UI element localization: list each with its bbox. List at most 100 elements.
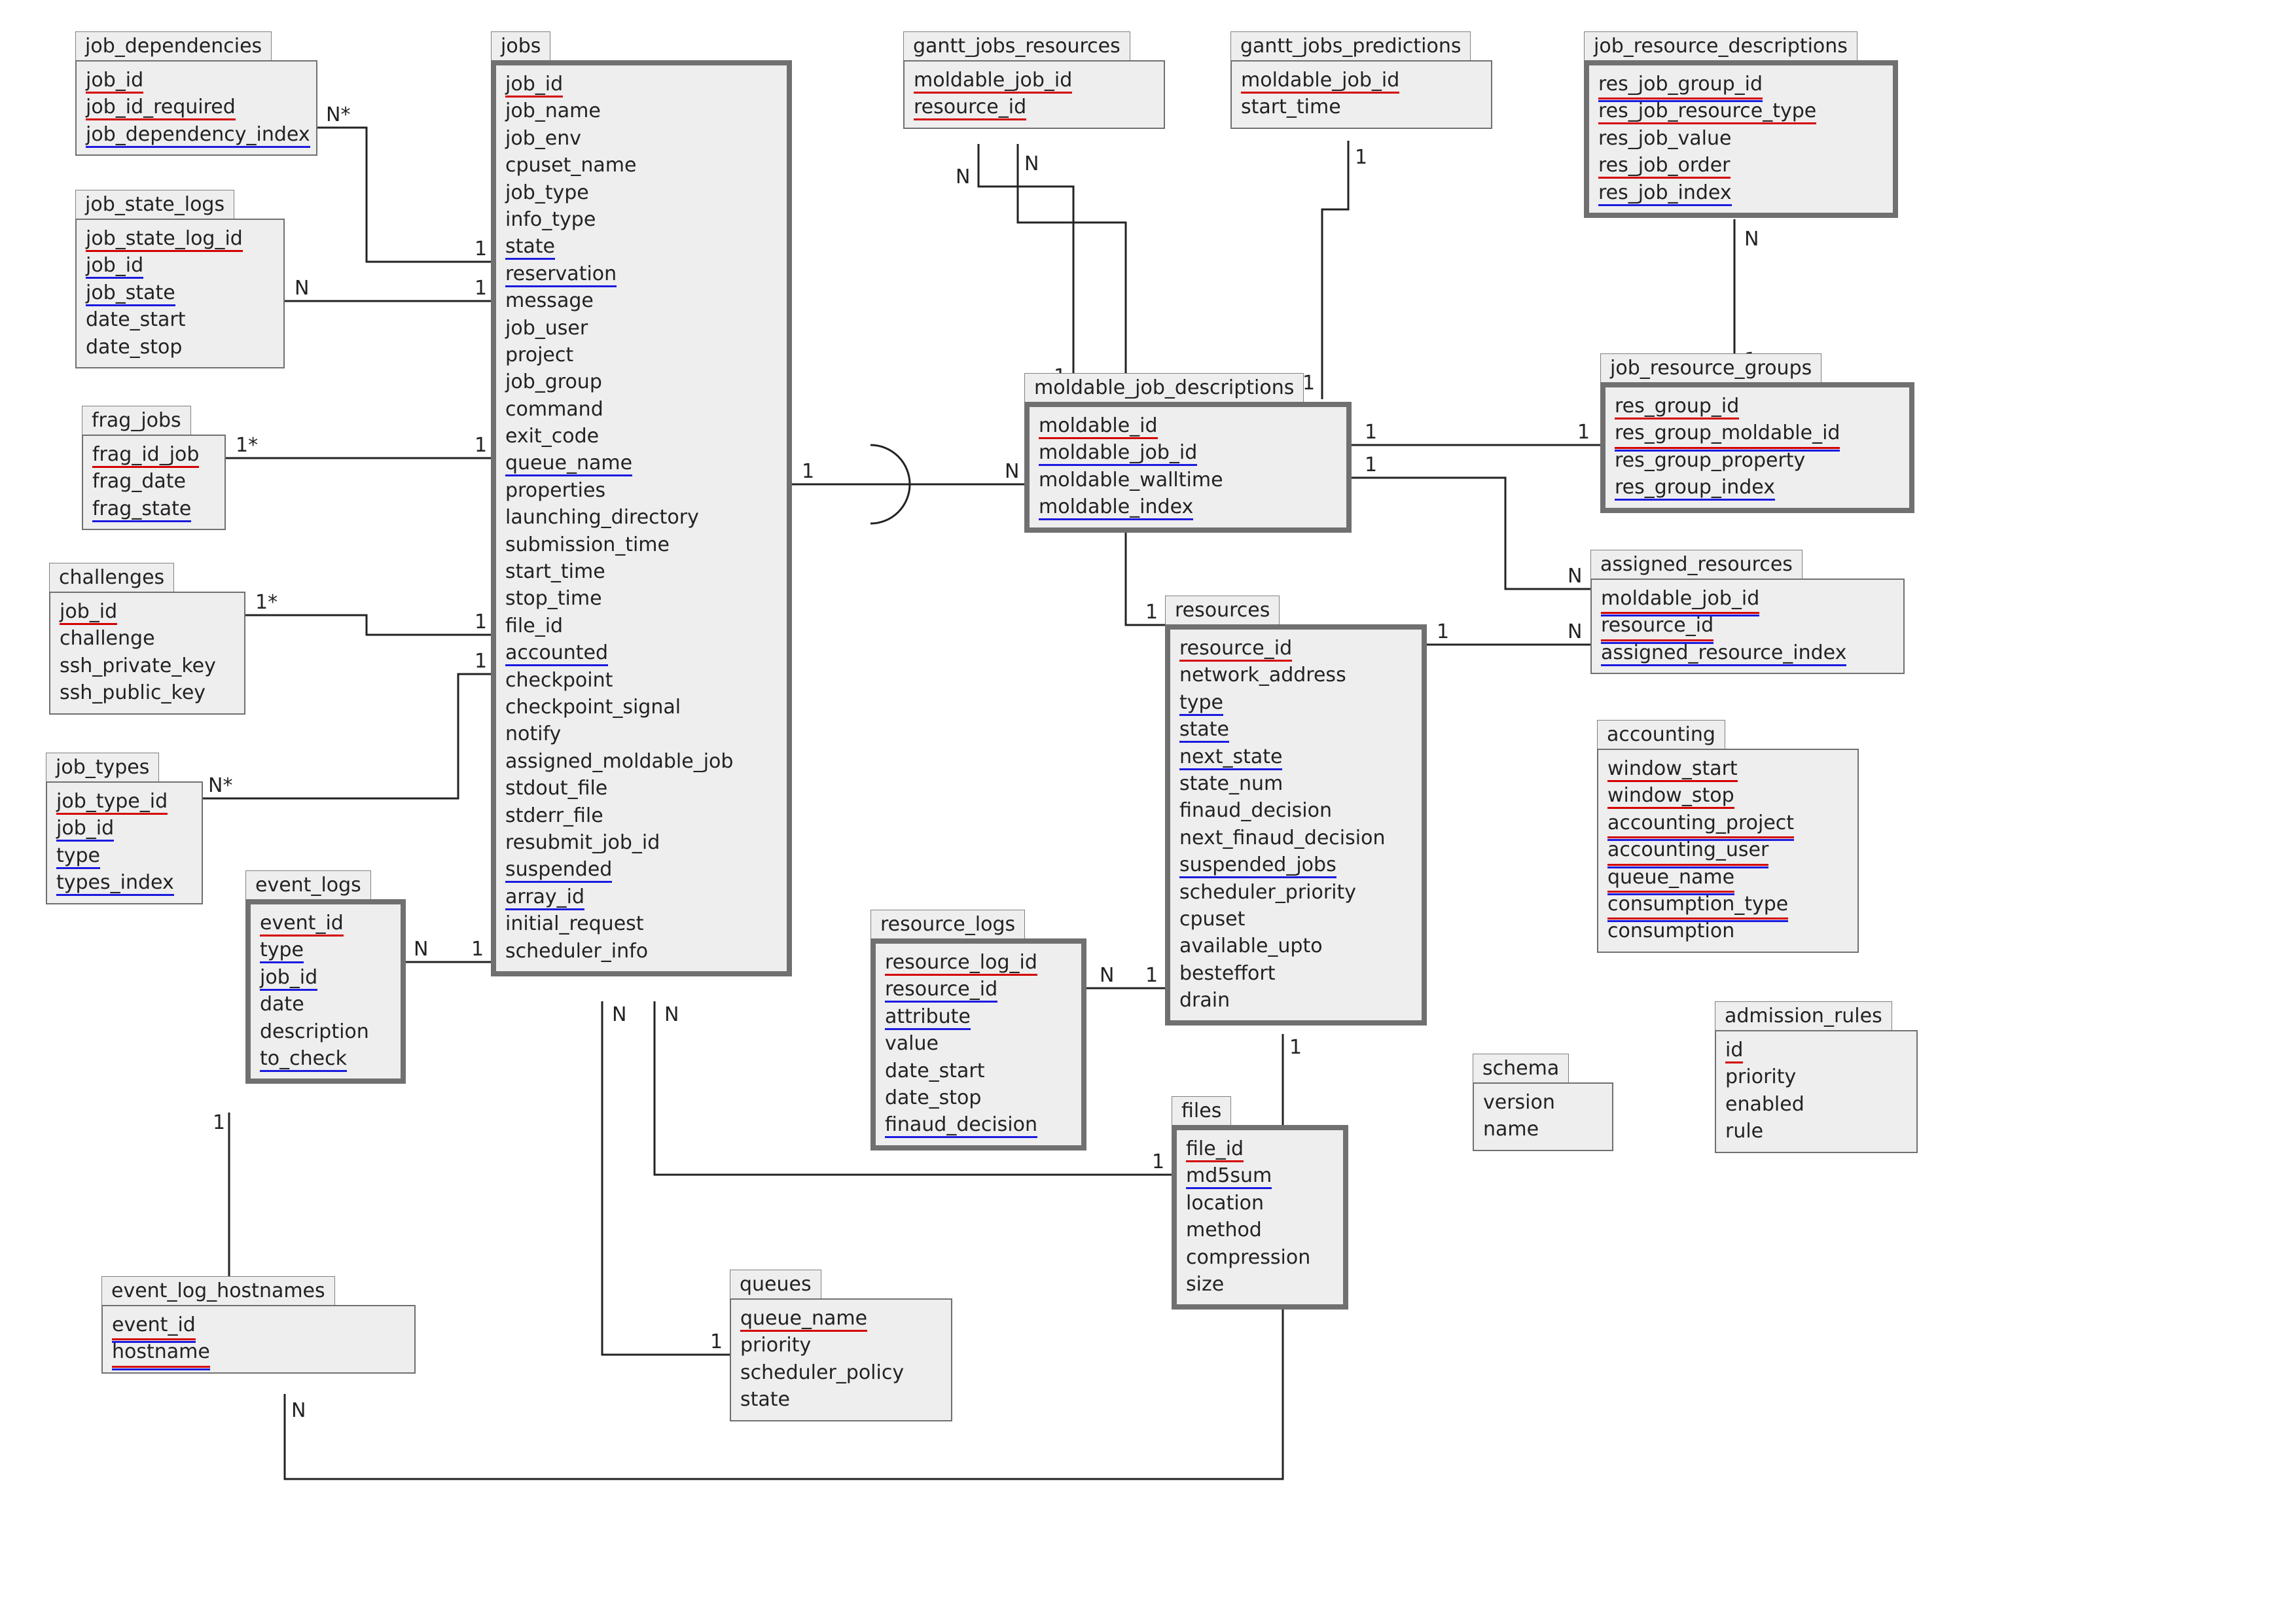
cardinality-label: 1 xyxy=(1152,1150,1164,1173)
field: next_state xyxy=(1179,743,1412,770)
field: date_start xyxy=(86,306,274,333)
field: window_start xyxy=(1607,755,1848,782)
cardinality-label: 1 xyxy=(475,611,487,633)
edge-gjr-mold xyxy=(978,144,1073,399)
edge-mold-assigned xyxy=(1352,478,1590,589)
field: besteffort xyxy=(1179,960,1412,987)
entity-title: resources xyxy=(1165,596,1280,624)
cardinality-label: 1* xyxy=(255,591,278,614)
field: description xyxy=(260,1018,391,1045)
field: queue_name xyxy=(740,1305,942,1332)
cardinality-label: N xyxy=(295,277,309,300)
entity-gantt_jobs_resources: gantt_jobs_resourcesmoldable_job_idresou… xyxy=(903,31,1165,129)
entity-body: job_idchallengessh_private_keyssh_public… xyxy=(49,592,245,715)
field: state_num xyxy=(1179,770,1412,797)
entity-title: accounting xyxy=(1597,720,1725,749)
field: version xyxy=(1483,1089,1603,1116)
field: checkpoint xyxy=(505,667,778,694)
field: job_dependency_index xyxy=(86,121,307,148)
field: resource_id xyxy=(885,976,1072,1003)
field: moldable_id xyxy=(1039,412,1337,439)
field: date xyxy=(260,991,391,1018)
entity-body: idpriorityenabledrule xyxy=(1715,1030,1918,1153)
cardinality-label: N xyxy=(1005,460,1019,483)
entity-body: moldable_job_idresource_idassigned_resou… xyxy=(1590,579,1905,674)
field: project xyxy=(505,342,778,368)
field: file_id xyxy=(1186,1135,1334,1162)
entity-job_resource_descriptions: job_resource_descriptionsres_job_group_i… xyxy=(1584,31,1898,218)
entity-jobs: jobsjob_idjob_namejob_envcpuset_namejob_… xyxy=(491,31,792,976)
field: frag_date xyxy=(92,468,215,495)
entity-body: event_idhostname xyxy=(101,1305,416,1374)
cardinality-label: N xyxy=(1568,565,1582,588)
field: moldable_job_id xyxy=(1241,67,1482,94)
entity-title: moldable_job_descriptions xyxy=(1024,373,1304,402)
cardinality-label: N xyxy=(1024,152,1039,175)
entity-body: job_type_idjob_idtypetypes_index xyxy=(46,781,203,904)
field: resource_log_id xyxy=(885,949,1072,976)
field: location xyxy=(1186,1190,1334,1217)
entity-body: moldable_job_idresource_id xyxy=(903,60,1165,129)
field: scheduler_policy xyxy=(740,1359,942,1386)
field: frag_state xyxy=(92,495,215,522)
field: launching_directory xyxy=(505,504,778,531)
field: properties xyxy=(505,477,778,504)
entity-title: frag_jobs xyxy=(82,406,191,435)
field: enabled xyxy=(1725,1091,1907,1118)
field: job_state_log_id xyxy=(86,225,274,252)
field: info_type xyxy=(505,206,778,233)
cardinality-label: 1 xyxy=(471,938,484,961)
field: start_time xyxy=(1241,94,1482,120)
entity-title: queues xyxy=(730,1270,821,1298)
field: cpuset xyxy=(1179,906,1412,933)
field: job_env xyxy=(505,125,778,152)
entity-queues: queuesqueue_namepriorityscheduler_policy… xyxy=(730,1270,952,1421)
field: job_name xyxy=(505,98,778,124)
cardinality-label: N xyxy=(291,1399,306,1422)
field: resource_id xyxy=(914,94,1155,120)
entity-files: filesfile_idmd5sumlocationmethodcompress… xyxy=(1172,1096,1348,1310)
field: command xyxy=(505,396,778,423)
field: type xyxy=(1179,689,1412,716)
field: job_id xyxy=(86,67,307,94)
entity-title: schema xyxy=(1473,1054,1569,1082)
field: drain xyxy=(1179,987,1412,1014)
cardinality-label: 1 xyxy=(1289,1036,1302,1059)
field: exit_code xyxy=(505,423,778,450)
entity-assigned_resources: assigned_resourcesmoldable_job_idresourc… xyxy=(1590,550,1905,674)
edge-dep-jobs xyxy=(317,128,491,262)
cardinality-label: 1 xyxy=(213,1111,225,1134)
field: job_id xyxy=(260,964,391,991)
entity-body: res_group_idres_group_moldable_idres_gro… xyxy=(1600,382,1914,513)
entity-body: queue_namepriorityscheduler_policystate xyxy=(730,1298,952,1421)
entity-title: job_resource_groups xyxy=(1600,353,1821,382)
cardinality-label: 1 xyxy=(475,277,487,300)
field: moldable_walltime xyxy=(1039,467,1337,493)
field: hostname xyxy=(112,1338,405,1365)
entity-body: moldable_job_idstart_time xyxy=(1230,60,1492,129)
field: res_group_moldable_id xyxy=(1615,419,1900,446)
field: id xyxy=(1725,1037,1907,1063)
field: next_finaud_decision xyxy=(1179,825,1412,851)
entity-title: job_resource_descriptions xyxy=(1584,31,1857,60)
entity-body: window_startwindow_stopaccounting_projec… xyxy=(1597,749,1859,953)
field: job_state xyxy=(86,279,274,306)
entity-body: moldable_idmoldable_job_idmoldable_wallt… xyxy=(1024,402,1352,533)
field: suspended xyxy=(505,856,778,883)
edge-jtypes-jobs xyxy=(203,674,491,798)
cardinality-label: 1 xyxy=(1437,620,1449,643)
field: attribute xyxy=(885,1003,1072,1030)
entity-title: event_logs xyxy=(245,870,371,899)
cardinality-label: 1 xyxy=(1145,964,1158,987)
edge-chal-jobs xyxy=(245,615,491,635)
entity-title: gantt_jobs_resources xyxy=(903,31,1130,60)
cardinality-label: N xyxy=(1100,964,1114,987)
entity-body: event_idtypejob_iddatedescriptionto_chec… xyxy=(245,899,406,1084)
entity-challenges: challengesjob_idchallengessh_private_key… xyxy=(49,563,245,715)
field: accounted xyxy=(505,639,778,666)
field: type xyxy=(260,936,391,963)
entity-title: job_state_logs xyxy=(75,190,234,219)
cardinality-label: 1 xyxy=(1365,421,1377,444)
field: available_upto xyxy=(1179,933,1412,959)
cardinality-label: N xyxy=(1744,228,1759,251)
